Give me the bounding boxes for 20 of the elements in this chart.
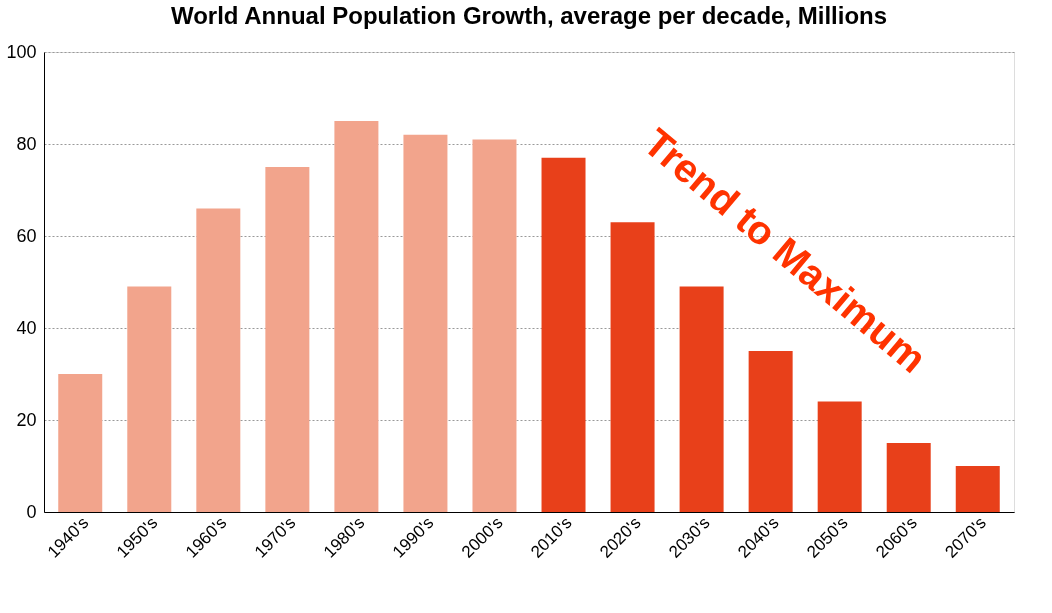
bar (610, 222, 655, 512)
bar (541, 157, 586, 512)
y-tick-label: 40 (16, 317, 37, 338)
y-tick-label: 60 (16, 225, 37, 246)
bar (955, 466, 1000, 512)
bar (127, 286, 172, 512)
bar (265, 167, 310, 512)
y-tick-label: 0 (26, 501, 37, 522)
bar (334, 121, 379, 512)
bar (679, 286, 724, 512)
chart-title: World Annual Population Growth, average per decade, Millions (170, 2, 888, 29)
bar (403, 134, 448, 512)
bar (58, 374, 103, 512)
y-tick-label: 100 (6, 41, 37, 62)
bar (196, 208, 241, 512)
y-tick-label: 80 (16, 133, 37, 154)
y-tick-label: 20 (16, 409, 37, 430)
bar (817, 401, 862, 512)
bar (886, 443, 931, 512)
bar (472, 139, 517, 512)
